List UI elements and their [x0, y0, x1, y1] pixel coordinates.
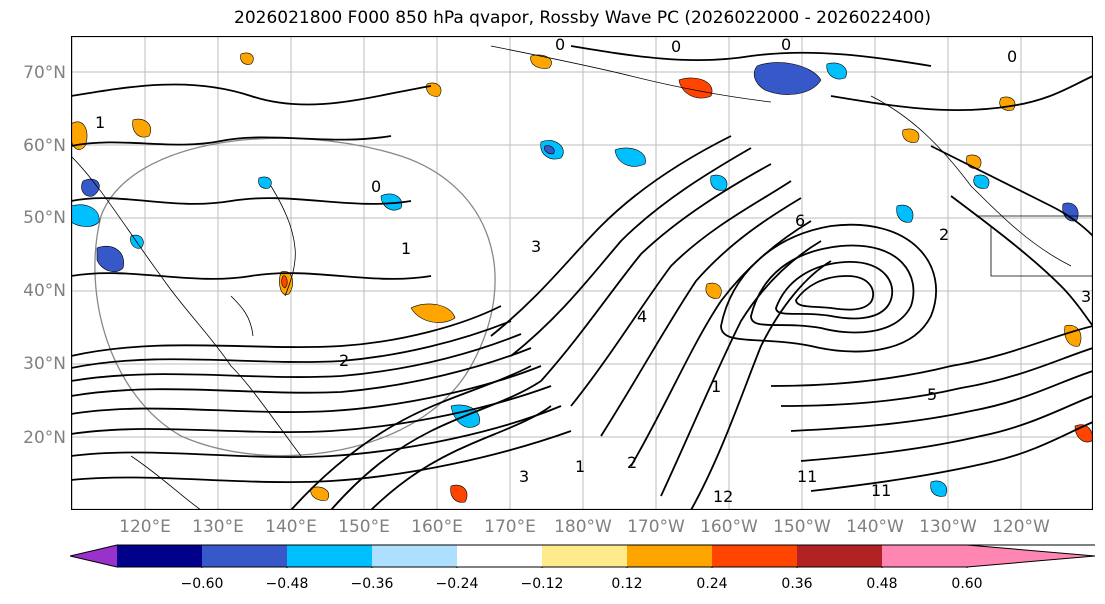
contour-label: 0 [371, 177, 381, 196]
lon-label: 120°W [992, 517, 1050, 537]
colorbar-tick-label: −0.12 [520, 576, 564, 592]
contour-label: 11 [871, 481, 891, 500]
contour-label: 2 [627, 453, 637, 472]
lon-label: 120°E [119, 517, 171, 537]
qvapor-contours [71, 45, 1093, 510]
contour-label: 0 [555, 36, 565, 54]
colorbar-tick-label: 0.36 [781, 576, 813, 592]
lat-label: 50°N [23, 208, 66, 228]
colorbar-swatch-under [70, 545, 117, 567]
colorbar-tick-label: −0.48 [265, 576, 309, 592]
contour-label: 5 [927, 385, 937, 404]
contour-label: 1 [575, 457, 585, 476]
lon-label: 160°E [411, 517, 463, 537]
lat-label: 30°N [23, 354, 66, 374]
colorbar-swatch [287, 545, 372, 567]
lat-label: 40°N [23, 281, 66, 301]
contour-label: 3 [1081, 287, 1091, 306]
colorbar-swatch [542, 545, 627, 567]
lat-label: 70°N [23, 63, 66, 83]
lon-label: 180°W [554, 517, 612, 537]
lon-label: 150°E [338, 517, 390, 537]
lon-label: 170°W [627, 517, 685, 537]
contour-label: 6 [795, 211, 805, 230]
coastlines [71, 45, 1093, 510]
lon-label: 150°W [773, 517, 831, 537]
contour-label: 2 [339, 351, 349, 370]
contour-label: 0 [781, 36, 791, 54]
colorbar-outline [70, 544, 1096, 568]
map-background [71, 36, 1093, 510]
colorbar-swatch [372, 545, 457, 567]
lat-label: 20°N [23, 428, 66, 448]
lon-label: 130°W [919, 517, 977, 537]
lon-label: 170°E [484, 517, 536, 537]
lon-label: 160°W [700, 517, 758, 537]
lon-label: 130°E [192, 517, 244, 537]
colorbar-swatch [627, 545, 712, 567]
highlight-circle [94, 137, 496, 457]
colorbar-swatch [457, 545, 542, 567]
contour-label: 3 [519, 467, 529, 486]
colorbar-swatch [202, 545, 287, 567]
map-title: 2026021800 F000 850 hPa qvapor, Rossby W… [234, 8, 931, 28]
contour-label: 11 [797, 467, 817, 486]
colorbar-tick-label: −0.36 [350, 576, 394, 592]
colorbar [70, 544, 1096, 568]
colorbar-tick-label: 0.24 [696, 576, 728, 592]
lat-lon-gridlines [71, 36, 1093, 510]
lon-label: 140°E [265, 517, 317, 537]
colorbar-tick-label: −0.24 [435, 576, 479, 592]
colorbar-tick-label: 0.48 [866, 576, 898, 592]
colorbar-swatch [882, 545, 967, 567]
map-panel: 0 0 0 1 0 0 1 6 2 4 1 3 5 11 12 3 2 1 11… [71, 36, 1093, 510]
colorbar-swatch-over [967, 545, 1095, 567]
contour-label: 1 [401, 239, 411, 258]
colorbar-tick-marks [201, 567, 968, 568]
colorbar-swatch [117, 545, 202, 567]
contour-label: 1 [95, 113, 105, 132]
contour-label: 1 [711, 377, 721, 396]
contour-label: 2 [939, 225, 949, 244]
colorbar-tick-label: 0.12 [611, 576, 643, 592]
colorbar-tick-label: 0.60 [951, 576, 983, 592]
lat-label: 60°N [23, 136, 66, 156]
contour-label: 0 [671, 37, 681, 56]
contour-label-group: 0 0 0 1 0 0 1 6 2 4 1 3 5 11 12 3 2 1 11… [95, 36, 1091, 506]
contour-label: 3 [531, 237, 541, 256]
colorbar-swatch [797, 545, 882, 567]
map-frame [71, 36, 1093, 510]
colorbar-swatch [712, 545, 797, 567]
colorbar-tick-label: −0.60 [180, 576, 224, 592]
contour-label: 4 [637, 307, 647, 326]
lon-label: 140°W [846, 517, 904, 537]
contour-label: 0 [1007, 47, 1017, 66]
contour-label: 12 [713, 487, 733, 506]
